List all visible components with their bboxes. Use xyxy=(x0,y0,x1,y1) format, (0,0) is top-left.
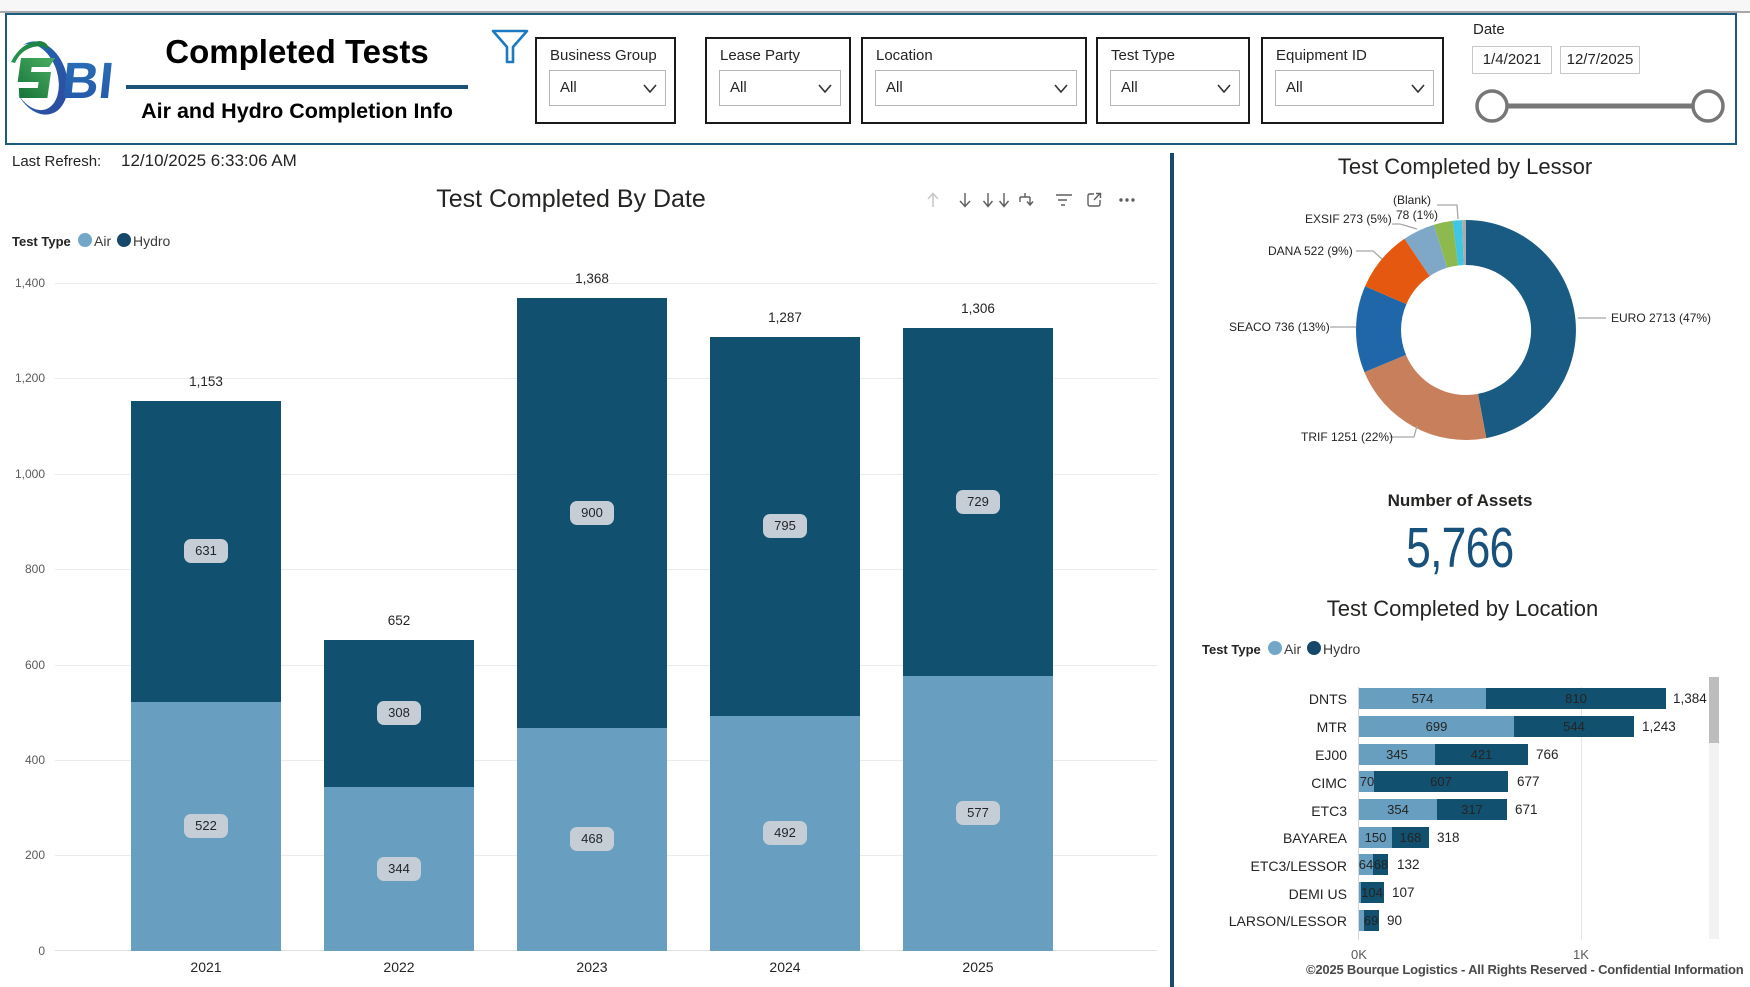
svg-text:BI: BI xyxy=(59,52,116,109)
